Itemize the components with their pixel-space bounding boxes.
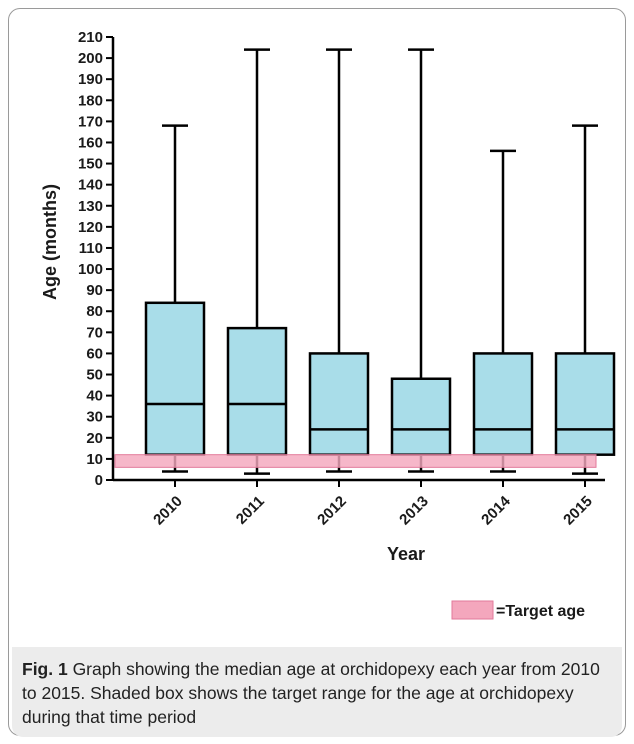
boxes-layer — [144, 48, 616, 475]
x-tick-label: 2013 — [396, 493, 432, 529]
x-axis-title: Year — [387, 544, 425, 564]
box-iqr — [308, 352, 370, 456]
y-tick-label: 50 — [86, 367, 103, 384]
y-tick-label: 210 — [78, 29, 103, 46]
target-range-layer — [114, 454, 597, 468]
box-2012 — [308, 48, 370, 473]
box-2014 — [472, 149, 534, 473]
y-axis: 0 10 20 30 40 50 60 70 80 90 100 110 120 130 140 150 160… — [78, 29, 115, 489]
y-tick-label: 90 — [86, 282, 103, 299]
legend-label: =Target age — [496, 603, 585, 620]
box-iqr — [144, 301, 206, 456]
caption-text: Graph showing the median age at orchidop… — [22, 659, 600, 727]
y-tick-label: 200 — [78, 50, 103, 67]
y-tick-label: 170 — [78, 113, 103, 130]
y-tick-label: 80 — [86, 303, 103, 320]
box-iqr — [472, 352, 534, 456]
y-tick-label: 160 — [78, 134, 103, 151]
y-tick-label: 40 — [86, 388, 103, 405]
box-2013 — [390, 48, 452, 473]
y-tick-label: 10 — [86, 451, 103, 468]
y-tick-label: 150 — [78, 156, 103, 173]
y-tick-label: 60 — [86, 345, 103, 362]
target-range-band — [114, 454, 597, 468]
box-2011 — [226, 48, 288, 475]
legend: =Target age — [451, 600, 585, 620]
x-tick-label: 2015 — [560, 493, 596, 529]
box-2015 — [554, 124, 616, 475]
y-tick-label: 20 — [86, 430, 103, 447]
box-iqr — [390, 377, 452, 456]
y-tick-label: 0 — [95, 472, 103, 489]
figure-caption: Fig. 1 Graph showing the median age at o… — [12, 647, 622, 737]
x-tick-label: 2011 — [233, 493, 268, 528]
box-iqr — [226, 326, 288, 456]
x-tick-label: 2012 — [314, 493, 350, 529]
y-axis-title: Age (months) — [40, 184, 60, 300]
y-tick-label: 120 — [78, 219, 103, 236]
y-tick-label: 190 — [78, 71, 103, 88]
box-iqr — [554, 352, 616, 456]
caption-label: Fig. 1 — [22, 659, 68, 679]
y-tick-label: 70 — [86, 324, 103, 341]
y-tick-label: 140 — [78, 177, 103, 194]
x-axis: 2010 2011 2012 2013 2014 2015 — [113, 478, 605, 529]
box-2010 — [144, 124, 206, 473]
y-tick-label: 100 — [78, 261, 103, 278]
y-tick-label: 180 — [78, 92, 103, 109]
y-tick-label: 110 — [79, 240, 103, 257]
x-tick-label: 2010 — [150, 493, 186, 529]
y-tick-label: 30 — [86, 409, 103, 426]
y-tick-label: 130 — [78, 198, 103, 215]
x-tick-label: 2014 — [478, 492, 514, 528]
legend-swatch-target-age — [451, 600, 494, 620]
